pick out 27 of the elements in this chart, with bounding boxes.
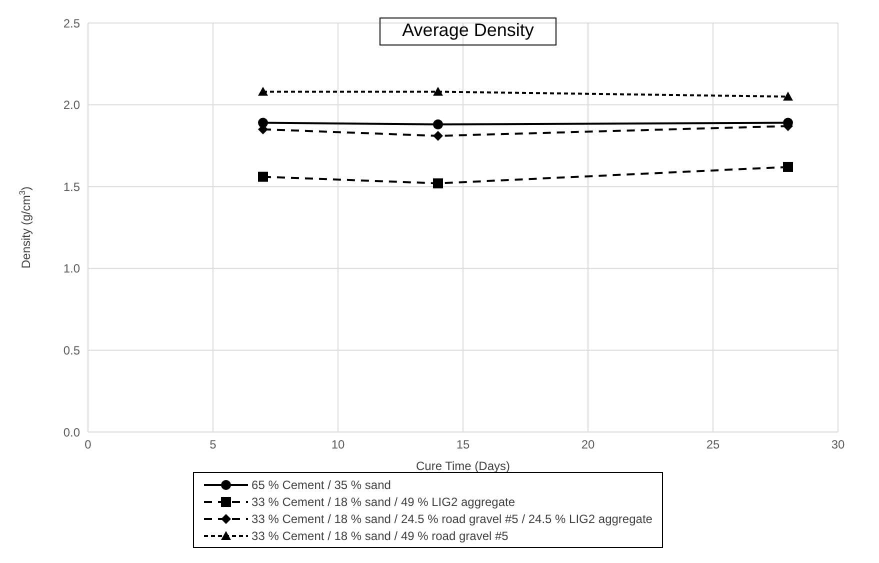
x-axis-title: Cure Time (Days): [416, 459, 510, 473]
x-tick-label: 20: [581, 438, 595, 452]
point: [258, 172, 268, 182]
x-tick-label: 0: [84, 438, 92, 452]
y-tick-label: 1.5: [63, 180, 80, 194]
point: [258, 86, 268, 96]
x-tick-label: 5: [210, 438, 217, 452]
point: [783, 92, 793, 101]
y-tick-label: 0.5: [63, 343, 80, 358]
point: [433, 130, 443, 141]
legend-label: 33 % Cement / 18 % sand / 24.5 % road gravel #5 / 24.5 % LIG2 aggregate: [252, 512, 652, 526]
y-tick-label: 2.5: [63, 16, 80, 30]
x-tick-label: 15: [456, 438, 470, 452]
x-tick-label: 30: [831, 438, 845, 452]
point: [783, 162, 793, 172]
x-tick-label: 25: [706, 438, 720, 452]
chart-title: Average Density: [402, 20, 534, 40]
point: [433, 119, 443, 130]
legend-label: 33 % Cement / 18 % sand / 49 % road gravel #5: [252, 528, 508, 542]
y-tick-label: 2.0: [63, 98, 80, 112]
x-tick-label: 10: [331, 438, 345, 452]
legend-label: 33 % Cement / 18 % sand / 49 % LIG2 aggregate: [252, 494, 516, 508]
point: [433, 178, 443, 188]
legend-label: 65 % Cement / 35 % sand: [252, 478, 391, 492]
point: [433, 86, 443, 96]
y-tick-label: 1.0: [63, 262, 80, 276]
y-tick-label: 0.0: [63, 425, 80, 440]
